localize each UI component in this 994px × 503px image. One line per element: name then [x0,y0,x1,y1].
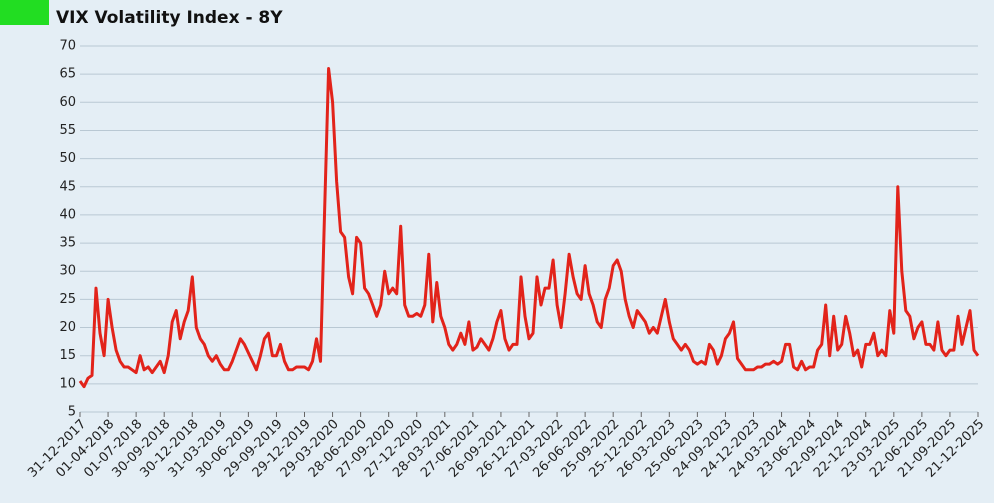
logo-box [0,0,49,25]
y-tick-label: 55 [59,123,76,138]
line-series [78,67,980,389]
y-tick-label: 35 [59,236,76,251]
y-tick-label: 70 [59,39,76,54]
y-tick-label: 40 [59,207,76,222]
y-tick-label: 25 [59,292,76,307]
y-tick-label: 10 [59,376,76,391]
y-tick-label: 5 [68,405,76,420]
y-tick-label: 45 [59,179,76,194]
y-tick-label: 20 [59,320,76,335]
chart-title: VIX Volatility Index - 8Y [56,8,283,28]
y-tick-label: 65 [59,67,76,82]
y-tick-label: 50 [59,151,76,166]
y-tick-label: 60 [59,95,76,110]
y-tick-label: 15 [59,348,76,363]
y-tick-label: 30 [59,264,76,279]
